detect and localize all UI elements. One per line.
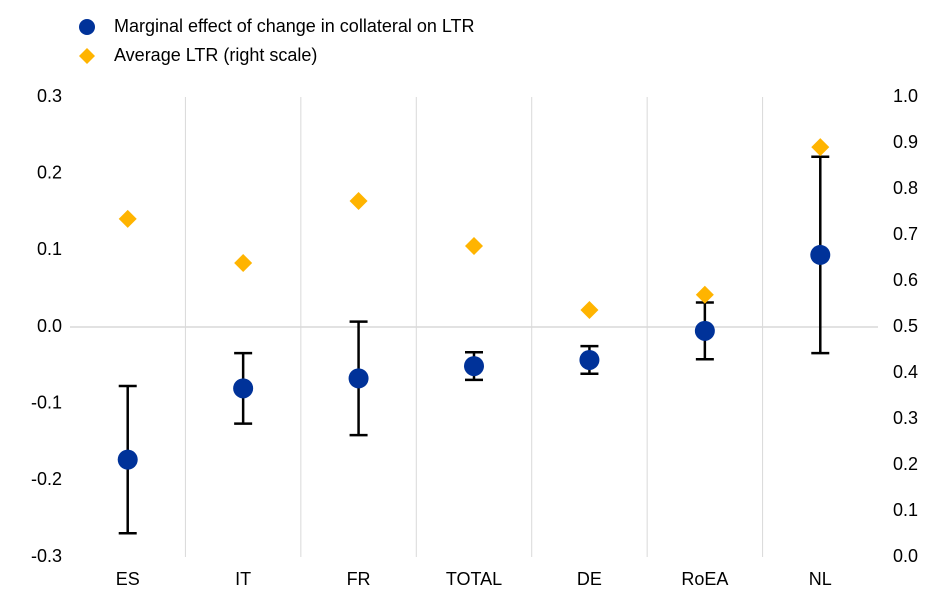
x-tick-label: FR (347, 569, 371, 589)
y-tick-label: 0.2 (37, 162, 62, 182)
y-tick-label: -0.2 (31, 469, 62, 489)
x-tick-label: IT (235, 569, 251, 589)
y2-tick-label: 0.5 (893, 316, 918, 336)
dot-marker (117, 449, 138, 470)
y2-tick-label: 0.0 (893, 546, 918, 566)
legend-label: Marginal effect of change in collateral … (114, 16, 475, 36)
diamond-marker (695, 285, 714, 304)
y-tick-label: 0.3 (37, 86, 62, 106)
y2-tick-label: 0.4 (893, 362, 918, 382)
x-tick-label: DE (577, 569, 602, 589)
y2-tick-label: 0.7 (893, 224, 918, 244)
y2-tick-label: 0.1 (893, 500, 918, 520)
y2-tick-label: 0.8 (893, 178, 918, 198)
dot-marker (464, 356, 484, 377)
y2-tick-label: 0.6 (893, 270, 918, 290)
y-tick-label: -0.3 (31, 546, 62, 566)
diamond-marker (811, 138, 830, 157)
x-tick-label: TOTAL (446, 569, 502, 589)
dot-marker (694, 320, 715, 341)
y2-tick-label: 0.2 (893, 454, 918, 474)
dot-marker (810, 244, 831, 265)
y2-tick-label: 0.9 (893, 132, 918, 152)
dot-marker (579, 349, 600, 370)
x-tick-label: ES (116, 569, 140, 589)
y-tick-label: 0.0 (37, 316, 62, 336)
legend-swatch (79, 19, 95, 35)
diamond-marker (580, 300, 599, 319)
legend-swatch (79, 48, 95, 64)
y2-tick-label: 0.3 (893, 408, 918, 428)
y-tick-label: 0.1 (37, 239, 62, 259)
y2-tick-label: 1.0 (893, 86, 918, 106)
diamond-marker (465, 237, 483, 256)
x-tick-label: NL (809, 569, 832, 589)
legend-label: Average LTR (right scale) (114, 45, 317, 65)
y-tick-label: -0.1 (31, 392, 62, 412)
diamond-marker (234, 254, 253, 273)
dot-marker (348, 368, 369, 389)
dot-marker (233, 378, 254, 399)
diamond-marker (349, 191, 368, 210)
x-tick-label: RoEA (681, 569, 728, 589)
diamond-marker (118, 209, 137, 228)
